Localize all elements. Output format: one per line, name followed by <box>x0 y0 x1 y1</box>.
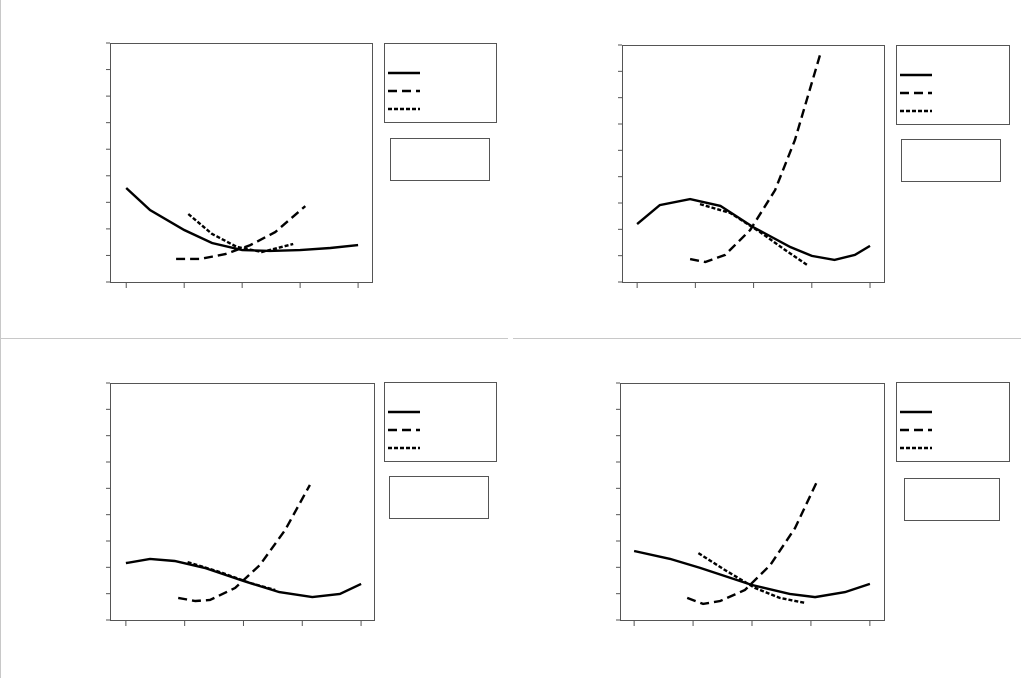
plot-area <box>110 43 373 283</box>
legend-box <box>384 43 497 123</box>
series-line <box>125 557 362 599</box>
info-box <box>904 478 1000 521</box>
series-line <box>636 197 871 262</box>
legend-box <box>896 382 1010 462</box>
series-line <box>689 54 822 264</box>
series-line <box>697 552 806 605</box>
legend-box <box>384 382 497 462</box>
series-line <box>177 484 311 603</box>
series-line <box>176 205 307 261</box>
series-line <box>187 213 294 254</box>
info-box <box>389 476 489 519</box>
plot-area <box>622 45 885 283</box>
info-box <box>390 138 490 181</box>
series-line <box>686 481 818 606</box>
series-line <box>187 560 276 592</box>
series-line <box>699 202 808 266</box>
legend-box <box>896 45 1010 125</box>
plot-area <box>110 383 375 621</box>
info-box <box>901 139 1001 182</box>
series-line <box>633 549 871 599</box>
series-line <box>125 187 359 253</box>
